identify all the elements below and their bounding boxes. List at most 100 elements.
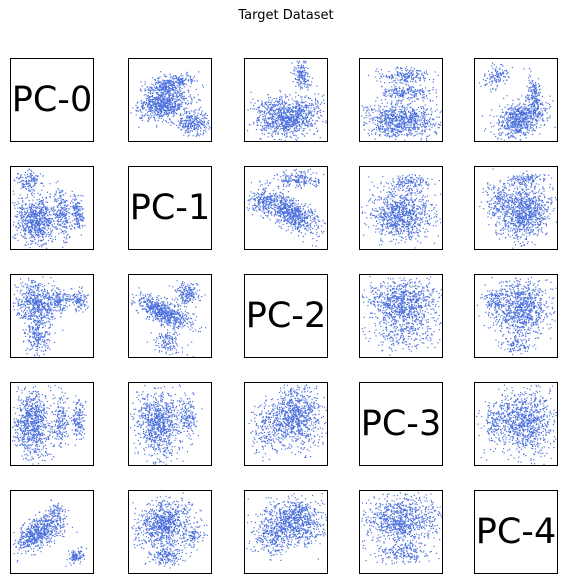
scatter-point <box>430 113 432 115</box>
scatter-point <box>534 92 536 94</box>
scatter-point <box>180 78 182 80</box>
scatter-point <box>267 118 269 120</box>
scatter-point <box>188 91 190 93</box>
scatter-point <box>529 127 531 129</box>
scatter-point <box>202 115 204 117</box>
scatter-point <box>389 95 391 98</box>
scatter-point <box>411 128 413 130</box>
scatter-point <box>173 80 175 82</box>
scatter-point <box>534 95 536 97</box>
scatter-point <box>142 115 144 117</box>
scatter-point <box>140 117 142 119</box>
scatter-point <box>157 87 159 89</box>
scatter-point <box>148 98 150 100</box>
scatter-point <box>280 119 282 121</box>
scatter-point <box>195 109 197 111</box>
scatter-point <box>200 127 202 130</box>
scatter-point <box>285 116 287 118</box>
scatter-point <box>159 110 161 112</box>
scatter-point <box>366 109 368 111</box>
scatter-point <box>159 112 161 114</box>
scatter-point <box>533 91 536 93</box>
scatter-point <box>539 112 542 114</box>
scatter-point <box>182 78 184 80</box>
scatter-point <box>537 105 539 108</box>
scatter-point <box>385 123 387 126</box>
scatter-point <box>270 103 272 105</box>
scatter-point <box>38 239 40 241</box>
scatter-point <box>411 90 413 92</box>
scatter-point <box>304 123 306 125</box>
scatter-point <box>542 113 544 115</box>
scatter-point <box>42 211 44 214</box>
scatter-point <box>160 101 163 103</box>
scatter-point <box>151 98 154 100</box>
scatter-point <box>498 121 500 124</box>
scatter-point <box>396 129 398 131</box>
scatter-point <box>294 113 297 115</box>
scatter-point <box>32 212 34 214</box>
scatter-point <box>313 107 315 109</box>
scatter-point <box>515 119 517 121</box>
scatter-plot <box>12 168 86 249</box>
scatter-point <box>302 110 304 112</box>
scatter-point <box>262 105 264 107</box>
scatter-point <box>180 114 182 116</box>
scatter-point <box>296 100 298 102</box>
scatter-point <box>54 217 56 219</box>
scatter-point <box>409 126 411 128</box>
scatter-point <box>508 137 510 139</box>
scatter-point <box>431 126 433 129</box>
scatter-point <box>521 124 523 126</box>
scatter-point <box>391 129 393 131</box>
scatter-point <box>41 233 43 235</box>
scatter-point <box>203 126 205 128</box>
scatter-point <box>272 117 274 120</box>
scatter-point <box>160 90 163 92</box>
scatter-point <box>153 116 155 118</box>
scatter-point <box>503 126 506 128</box>
scatter-point <box>534 106 536 108</box>
scatter-point <box>144 103 147 106</box>
scatter-point <box>391 111 394 113</box>
scatter-point <box>28 214 30 217</box>
scatter-point <box>289 113 291 115</box>
scatter-point <box>154 118 156 120</box>
scatter-point <box>278 111 280 113</box>
scatter-point <box>291 109 293 111</box>
scatter-point <box>296 102 299 104</box>
scatter-point <box>182 98 184 100</box>
scatter-point <box>160 96 162 98</box>
scatter-point <box>423 91 425 93</box>
scatter-point <box>291 110 293 113</box>
scatter-point <box>513 117 515 119</box>
scatter-point <box>432 100 434 102</box>
scatter-point <box>141 107 143 109</box>
scatter-point <box>291 130 293 133</box>
scatter-point <box>381 111 384 114</box>
scatter-point <box>539 100 541 102</box>
scatter-point <box>156 92 158 94</box>
scatter-point <box>312 104 315 106</box>
scatter-point <box>399 90 401 92</box>
scatter-point <box>148 102 150 105</box>
scatter-point <box>51 235 53 237</box>
scatter-point <box>514 113 516 115</box>
scatter-point <box>149 90 151 92</box>
scatter-point <box>386 133 388 135</box>
scatter-point <box>140 89 142 91</box>
scatter-point <box>284 101 286 104</box>
scatter-point <box>406 122 408 124</box>
scatter-point <box>529 126 532 128</box>
scatter-point <box>533 88 536 90</box>
scatter-point <box>179 81 182 83</box>
scatter-point <box>395 68 397 70</box>
scatter-point <box>284 111 287 114</box>
scatter-point <box>180 80 182 82</box>
scatter-point <box>533 112 535 114</box>
scatter-point <box>172 81 174 83</box>
scatter-point <box>289 124 291 126</box>
scatter-point <box>279 125 281 127</box>
scatter-point <box>183 110 186 112</box>
scatter-point <box>150 98 152 101</box>
